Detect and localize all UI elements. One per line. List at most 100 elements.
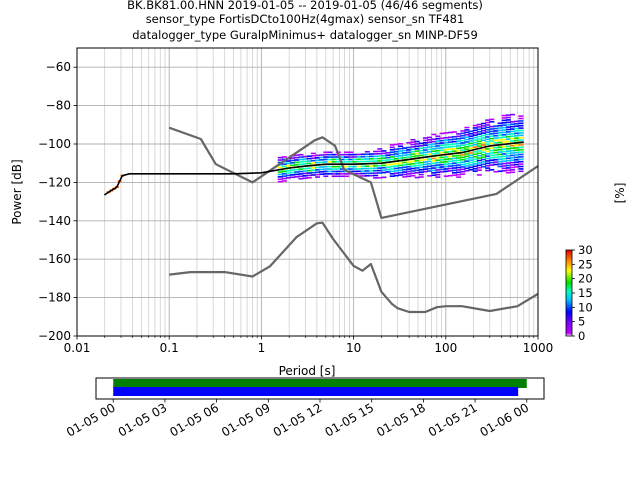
density-cell — [356, 158, 362, 161]
density-cell — [331, 175, 337, 178]
density-cell — [435, 171, 441, 174]
density-cell — [439, 168, 445, 171]
density-cell — [385, 151, 391, 154]
density-cell — [505, 126, 511, 128]
density-cell — [505, 164, 511, 167]
density-cell — [435, 176, 441, 178]
density-cell — [422, 139, 428, 142]
density-cell — [476, 157, 482, 159]
timeline-tick-label: 01-05 15 — [322, 400, 376, 439]
density-cell — [402, 161, 408, 164]
density-cell — [489, 161, 495, 164]
density-cell — [344, 168, 350, 170]
density-cell — [398, 152, 404, 155]
density-cell — [489, 128, 495, 130]
density-cell — [481, 158, 487, 161]
density-cell — [476, 164, 482, 167]
density-cell — [323, 173, 329, 175]
density-cell — [418, 142, 424, 145]
density-cell — [406, 153, 412, 156]
density-cell — [493, 130, 499, 132]
y-tick-label: −180 — [38, 291, 71, 305]
density-cell — [402, 156, 408, 159]
density-cell — [302, 167, 308, 170]
timeline-tick-label: 01-06 00 — [478, 400, 532, 439]
density-cell — [472, 139, 478, 141]
density-cell — [493, 170, 499, 173]
density-cell — [381, 171, 387, 174]
density-cell — [364, 150, 370, 153]
density-cell — [422, 158, 428, 161]
density-cell — [360, 170, 366, 172]
density-cell — [290, 164, 296, 167]
density-cell — [339, 158, 345, 161]
density-cell — [348, 156, 354, 158]
y-tick-label: −200 — [38, 329, 71, 343]
density-cell — [406, 165, 412, 168]
colorbar-tick-label: 20 — [578, 272, 593, 286]
density-cell — [406, 163, 412, 166]
density-cell — [460, 149, 466, 151]
density-cell — [298, 173, 304, 175]
density-cell — [277, 180, 283, 183]
series-line — [168, 126, 538, 219]
density-cell — [510, 133, 516, 135]
density-cell — [489, 140, 495, 142]
density-cell — [518, 129, 524, 132]
density-cell — [501, 131, 507, 134]
density-cell — [385, 154, 391, 156]
density-cell — [472, 127, 478, 129]
density-cell — [481, 149, 487, 151]
density-cell — [368, 153, 374, 155]
density-cell — [368, 172, 374, 175]
density-cell — [360, 153, 366, 156]
density-cell — [431, 152, 437, 155]
density-cell — [497, 170, 503, 173]
density-cell — [373, 167, 379, 170]
density-cell — [497, 148, 503, 151]
density-cell — [364, 155, 370, 158]
density-cell — [468, 164, 474, 166]
density-cell — [501, 124, 507, 126]
density-cell — [447, 138, 453, 141]
density-cell — [323, 151, 329, 154]
density-cell — [505, 114, 511, 116]
density-cell — [281, 163, 287, 165]
density-cell — [331, 168, 337, 170]
density-cell — [281, 180, 287, 182]
density-cell — [460, 170, 466, 173]
density-cell — [344, 173, 350, 175]
density-cell — [414, 162, 420, 164]
density-cell — [514, 158, 520, 161]
density-cell — [497, 151, 503, 153]
density-cell — [485, 128, 491, 131]
density-cell — [431, 162, 437, 165]
timeline-bars — [113, 379, 527, 396]
density-cell — [435, 149, 441, 152]
density-cell — [447, 136, 453, 139]
density-cell — [493, 132, 499, 135]
density-cell — [501, 119, 507, 122]
density-cell — [476, 145, 482, 147]
density-cell — [344, 151, 350, 154]
density-cell — [514, 149, 520, 151]
density-cell — [510, 152, 516, 154]
density-cell — [510, 169, 516, 171]
density-cell — [410, 146, 416, 148]
density-cell — [476, 169, 482, 171]
density-cell — [460, 132, 466, 135]
density-cell — [435, 142, 441, 145]
density-cell — [456, 140, 462, 142]
density-cell — [398, 174, 404, 176]
density-cell — [456, 135, 462, 138]
density-cell — [319, 156, 325, 159]
density-cell — [464, 167, 470, 170]
density-cell — [514, 125, 520, 127]
density-cell — [460, 156, 466, 159]
density-cell — [410, 150, 416, 153]
density-cell — [472, 158, 478, 160]
density-cell — [468, 152, 474, 154]
density-cell — [323, 165, 329, 168]
density-cell — [327, 156, 333, 158]
density-cell — [464, 126, 470, 129]
